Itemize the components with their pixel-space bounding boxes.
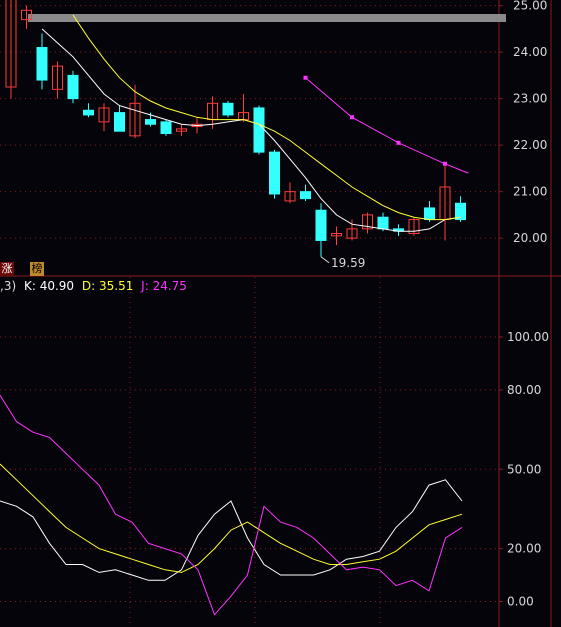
- candle-body: [284, 191, 296, 202]
- candle-body: [36, 47, 48, 81]
- price-tick-label: 22.00: [513, 138, 547, 152]
- kdj-j-value: J: 24.75: [141, 279, 187, 293]
- kdj-d-line: [0, 463, 463, 573]
- candle-body: [377, 216, 389, 230]
- candle-body: [176, 128, 187, 132]
- kdj-k-line: [0, 479, 463, 581]
- moving-averages: [41, 14, 469, 232]
- ma-magenta-marker: [350, 115, 354, 120]
- candle-body: [253, 107, 265, 153]
- candle-body: [5, 0, 17, 88]
- kdj-tick-label: 0.00: [507, 595, 534, 609]
- candles: [5, 0, 466, 257]
- price-tick-label: 23.00: [513, 92, 547, 106]
- candle-body: [300, 191, 311, 200]
- ma-yellow-line: [72, 14, 461, 221]
- top-scroll-bar: [28, 14, 506, 22]
- candle-body: [98, 107, 110, 123]
- kdj-tick-label: 50.00: [507, 462, 541, 476]
- kdj-params: ,3): [0, 279, 17, 293]
- kdj-lines: [0, 394, 463, 616]
- candle-body: [83, 109, 94, 116]
- price-tick-label: 25.00: [513, 0, 547, 13]
- candle-body: [455, 202, 466, 221]
- low-arrow: [320, 256, 330, 264]
- candle-body: [114, 112, 125, 132]
- candle-body: [160, 121, 172, 135]
- candle-body: [362, 214, 373, 230]
- kdj-j-line: [0, 394, 463, 616]
- price-tick-label: 20.00: [513, 231, 547, 245]
- low-price-label: 19.59: [331, 256, 365, 270]
- ma-magenta-marker: [303, 75, 308, 80]
- ma-white-line: [41, 28, 461, 232]
- badge-bang[interactable]: 榜: [30, 262, 44, 276]
- kdj-tick-label: 80.00: [507, 383, 541, 397]
- kdj-legend: ,3) K: 40.90 D: 35.51 J: 24.75: [0, 279, 187, 293]
- ma-magenta-marker: [396, 140, 401, 145]
- kdj-k-value: K: 40.90: [23, 279, 75, 293]
- candle-body: [269, 151, 280, 195]
- candle-body: [424, 207, 435, 221]
- kdj-d-value: D: 35.51: [81, 279, 134, 293]
- price-tick-label: 21.00: [513, 185, 547, 199]
- ma-magenta-line: [305, 77, 469, 174]
- candle-body: [222, 102, 234, 116]
- candle-body: [21, 9, 32, 21]
- candle-body: [129, 102, 141, 137]
- kdj-tick-label: 100.00: [507, 330, 549, 344]
- candle-body: [346, 228, 358, 239]
- candle-body: [67, 74, 79, 100]
- price-tick-label: 24.00: [513, 45, 547, 59]
- annotations: 19.59: [320, 256, 365, 270]
- candle-body: [315, 209, 327, 241]
- candle-body: [52, 65, 63, 90]
- kdj-tick-label: 20.00: [507, 542, 541, 556]
- candle-body: [408, 219, 420, 235]
- axis-ticks: 25.00 24.00 23.00 22.00 21.00 20.00 100.00 80.0…: [507, 0, 549, 609]
- badge-zhang[interactable]: 涨: [0, 262, 14, 276]
- ma-magenta-marker: [443, 161, 447, 166]
- candle-body: [331, 233, 342, 237]
- candle-body: [145, 119, 156, 125]
